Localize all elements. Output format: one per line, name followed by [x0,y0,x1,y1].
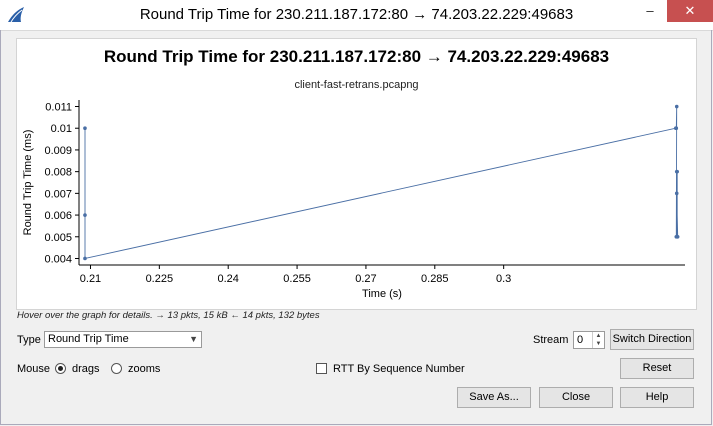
rtt-by-seq-checkbox[interactable] [316,363,327,374]
rtt-chart[interactable]: 0.004 0.005 0.006 0.007 0.008 0.009 0.01 0.011 0… [17,39,698,311]
y-tick-label: 0.006 [44,210,72,222]
data-point [674,104,679,109]
graph-type-select[interactable]: Round Trip Time ▼ [44,331,202,348]
y-tick-label: 0.007 [44,188,72,200]
y-tick-label: 0.005 [44,232,72,244]
close-button[interactable]: Close [539,387,613,408]
y-tick-label: 0.011 [45,102,72,114]
switch-direction-button[interactable]: Switch Direction [610,329,694,350]
y-axis-title: Round Trip Time (ms) [22,130,34,236]
x-tick-label: 0.21 [80,273,101,285]
y-tick-label: 0.01 [51,123,72,135]
zooms-radio[interactable] [111,363,122,374]
chevron-down-icon: ▼ [189,334,198,344]
window-title: Round Trip Time for 230.211.187.172:80 →… [139,6,574,23]
close-window-button[interactable]: ✕ [667,0,713,22]
type-label: Type [17,334,41,346]
title-bar: Round Trip Time for 230.211.187.172:80 →… [0,0,713,31]
stream-value: 0 [577,334,584,346]
y-tick-label: 0.009 [44,145,72,157]
window-frame [0,30,712,425]
save-as-button[interactable]: Save As... [457,387,531,408]
data-point [674,191,679,196]
y-tick-label: 0.008 [44,167,72,179]
reset-button[interactable]: Reset [620,358,694,379]
data-point [83,126,87,131]
graph-title: Round Trip Time for 230.211.187.172:80 →… [103,47,610,66]
graph-area[interactable]: Round Trip Time for 230.211.187.172:80 →… [16,38,697,310]
x-tick-label: 0.255 [283,273,311,285]
graph-subtitle: client-fast-retrans.pcapng [294,79,419,91]
x-tick-label: 0.24 [217,273,238,285]
rtt-by-seq-label: RTT By Sequence Number [333,363,465,375]
x-tick-label: 0.285 [421,273,449,285]
wireshark-fin-icon [8,7,24,23]
stream-spinbox[interactable]: 0 ▲ ▼ [573,331,605,349]
data-point [83,213,87,217]
y-tick-label: 0.004 [44,253,72,265]
x-axis-title: Time (s) [362,288,402,300]
graph-type-value: Round Trip Time [48,333,129,345]
x-tick-label: 0.27 [355,273,376,285]
data-point [674,126,679,131]
drags-label: drags [72,363,100,375]
mouse-label: Mouse [17,363,51,375]
data-point [83,256,87,261]
hover-hint: Hover over the graph for details. → 13 p… [17,310,320,321]
data-point [675,234,680,239]
minimize-button[interactable]: – [646,3,654,18]
spin-down-icon[interactable]: ▼ [592,340,604,348]
help-button[interactable]: Help [620,387,694,408]
spin-up-icon[interactable]: ▲ [592,332,604,340]
x-tick-label: 0.3 [496,273,511,285]
stream-label: Stream [533,334,569,346]
data-point [674,169,679,174]
zooms-label: zooms [128,363,161,375]
series-line [84,106,679,260]
x-tick-label: 0.225 [146,273,174,285]
drags-radio[interactable] [55,363,66,374]
